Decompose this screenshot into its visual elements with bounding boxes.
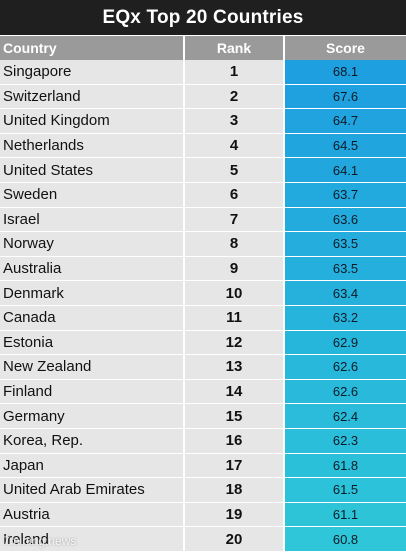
rank-cell: 3 <box>184 108 285 134</box>
score-cell: 61.5 <box>284 477 406 503</box>
table-row: United Kingdom 3 64.7 <box>0 108 406 134</box>
score-cell: 62.4 <box>284 403 406 429</box>
rank-cell: 16 <box>184 428 285 454</box>
country-cell: Ireland <box>0 526 185 552</box>
score-cell: 64.1 <box>284 157 406 183</box>
score-cell: 62.3 <box>284 428 406 454</box>
rank-cell: 8 <box>184 231 285 257</box>
table-row: Norway 8 63.5 <box>0 231 406 257</box>
score-column-header: Score <box>284 36 406 60</box>
rank-cell: 1 <box>184 60 285 85</box>
country-cell: Netherlands <box>0 133 185 159</box>
table-row: Switzerland 2 67.6 <box>0 84 406 110</box>
table-row: Korea, Rep. 16 62.3 <box>0 428 406 454</box>
score-cell: 67.6 <box>284 84 406 110</box>
table-row: New Zealand 13 62.6 <box>0 354 406 380</box>
rank-cell: 10 <box>184 280 285 306</box>
table-row: Sweden 6 63.7 <box>0 182 406 208</box>
score-cell: 61.1 <box>284 502 406 528</box>
country-cell: Japan <box>0 453 185 479</box>
rank-cell: 19 <box>184 502 285 528</box>
table-row: Denmark 10 63.4 <box>0 280 406 306</box>
table-title: EQx Top 20 Countries <box>0 0 406 36</box>
country-column-header: Country <box>0 36 185 60</box>
table-row: Finland 14 62.6 <box>0 379 406 405</box>
score-cell: 63.5 <box>284 256 406 282</box>
table-row: United Arab Emirates 18 61.5 <box>0 477 406 503</box>
country-cell: United Kingdom <box>0 108 185 134</box>
rank-cell: 17 <box>184 453 285 479</box>
table-row: Austria 19 61.1 <box>0 502 406 528</box>
country-cell: Israel <box>0 207 185 233</box>
country-cell: Finland <box>0 379 185 405</box>
score-cell: 62.6 <box>284 354 406 380</box>
rank-cell: 12 <box>184 330 285 356</box>
table-row: Ireland 20 60.8 <box>0 526 406 552</box>
country-cell: Switzerland <box>0 84 185 110</box>
country-cell: Denmark <box>0 280 185 306</box>
country-cell: Korea, Rep. <box>0 428 185 454</box>
rank-cell: 4 <box>184 133 285 159</box>
rank-cell: 7 <box>184 207 285 233</box>
rank-cell: 15 <box>184 403 285 429</box>
ranking-table: Country Rank Score Singapore 1 68.1 Switzer… <box>0 36 406 552</box>
rank-cell: 13 <box>184 354 285 380</box>
country-cell: Estonia <box>0 330 185 356</box>
country-cell: Sweden <box>0 182 185 208</box>
table-row: Netherlands 4 64.5 <box>0 133 406 159</box>
country-cell: Norway <box>0 231 185 257</box>
score-cell: 62.9 <box>284 330 406 356</box>
rank-cell: 14 <box>184 379 285 405</box>
score-cell: 61.8 <box>284 453 406 479</box>
country-cell: Singapore <box>0 60 185 85</box>
rank-cell: 11 <box>184 305 285 331</box>
table-row: Singapore 1 68.1 <box>0 60 406 85</box>
score-cell: 64.7 <box>284 108 406 134</box>
rank-cell: 5 <box>184 157 285 183</box>
rank-cell: 9 <box>184 256 285 282</box>
country-cell: Germany <box>0 403 185 429</box>
score-cell: 63.7 <box>284 182 406 208</box>
country-cell: Canada <box>0 305 185 331</box>
header-row: Country Rank Score <box>0 36 406 60</box>
country-cell: New Zealand <box>0 354 185 380</box>
rank-cell: 6 <box>184 182 285 208</box>
table-row: Japan 17 61.8 <box>0 453 406 479</box>
country-cell: Australia <box>0 256 185 282</box>
table-row: Canada 11 63.2 <box>0 305 406 331</box>
score-cell: 63.4 <box>284 280 406 306</box>
score-cell: 63.6 <box>284 207 406 233</box>
score-cell: 63.5 <box>284 231 406 257</box>
score-cell: 60.8 <box>284 526 406 552</box>
score-cell: 63.2 <box>284 305 406 331</box>
country-cell: United States <box>0 157 185 183</box>
score-cell: 62.6 <box>284 379 406 405</box>
country-cell: United Arab Emirates <box>0 477 185 503</box>
score-cell: 64.5 <box>284 133 406 159</box>
rank-column-header: Rank <box>184 36 285 60</box>
country-cell: Austria <box>0 502 185 528</box>
rank-cell: 18 <box>184 477 285 503</box>
table-body: Singapore 1 68.1 Switzerland 2 67.6 United Kin… <box>0 60 406 552</box>
table-row: Germany 15 62.4 <box>0 403 406 429</box>
table-row: Estonia 12 62.9 <box>0 330 406 356</box>
score-cell: 68.1 <box>284 60 406 85</box>
table-row: Israel 7 63.6 <box>0 207 406 233</box>
table-row: United States 5 64.1 <box>0 157 406 183</box>
rank-cell: 20 <box>184 526 285 552</box>
table-row: Australia 9 63.5 <box>0 256 406 282</box>
rank-cell: 2 <box>184 84 285 110</box>
